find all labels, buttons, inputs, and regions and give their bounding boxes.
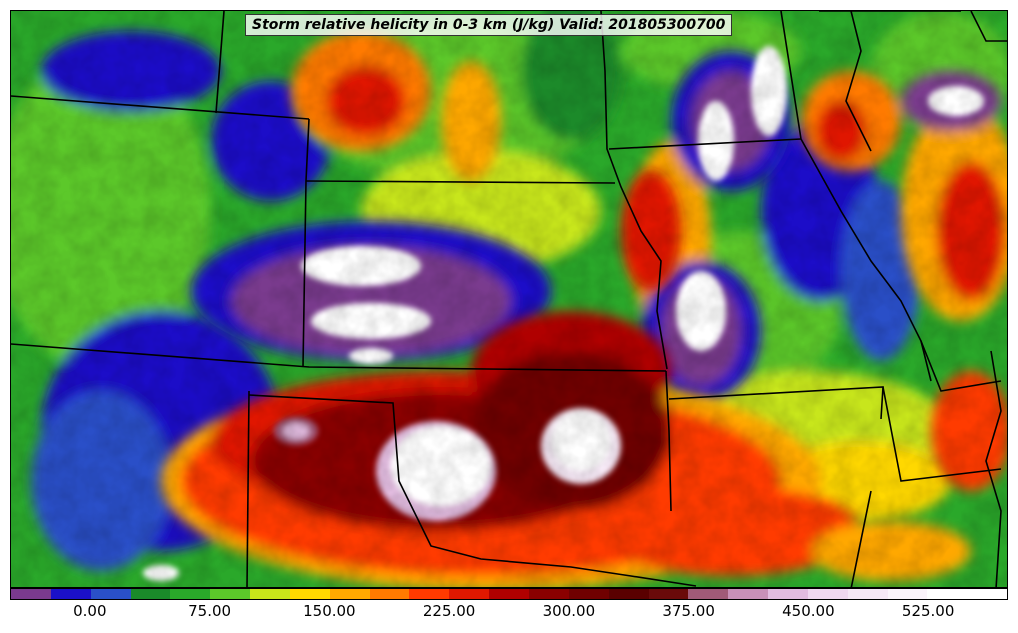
- colorbar-segment: [688, 589, 729, 599]
- colorbar-labels: 0.00 75.00 150.00 225.00 300.00 375.00 450.00 5…: [10, 602, 1008, 626]
- colorbar-segment: [369, 589, 410, 599]
- colorbar-segment: [11, 589, 51, 599]
- colorbar-tick-label: 225.00: [422, 602, 476, 620]
- colorbar-segment: [768, 589, 808, 599]
- colorbar-segment: [250, 589, 290, 599]
- colorbar-segment: [329, 589, 370, 599]
- colorbar-tick-label: 375.00: [662, 602, 715, 620]
- colorbar-tick-label: 150.00: [303, 602, 356, 620]
- colorbar-segment: [887, 589, 928, 599]
- state-boundaries: [11, 11, 1007, 587]
- colorbar-tick-label: 450.00: [782, 602, 835, 620]
- colorbar: [10, 588, 1008, 600]
- colorbar-segment: [608, 589, 649, 599]
- colorbar-segment: [170, 589, 211, 599]
- colorbar-segment: [967, 589, 1008, 599]
- colorbar-segment: [489, 589, 529, 599]
- colorbar-segment: [449, 589, 490, 599]
- map-panel: [10, 10, 1008, 588]
- field-texture: [11, 11, 1007, 587]
- colorbar-tick-label: 300.00: [542, 602, 596, 620]
- colorbar-segment: [568, 589, 609, 599]
- colorbar-tick-label: 75.00: [188, 602, 232, 620]
- colorbar-segment: [728, 589, 769, 599]
- colorbar-segment: [847, 589, 888, 599]
- colorbar-segment: [210, 589, 251, 599]
- colorbar-segment: [409, 589, 450, 599]
- colorbar-tick-label: 525.00: [901, 602, 955, 620]
- colorbar-segment: [648, 589, 689, 599]
- colorbar-segment: [130, 589, 171, 599]
- colorbar-segment: [50, 589, 91, 599]
- colorbar-segment: [289, 589, 330, 599]
- map-title: Storm relative helicity in 0-3 km (J/kg)…: [245, 14, 733, 36]
- colorbar-tick-label: 0.00: [73, 602, 107, 620]
- helicity-map: [11, 11, 1007, 587]
- colorbar-segment: [927, 589, 968, 599]
- colorbar-segment: [90, 589, 131, 599]
- colorbar-segment: [528, 589, 569, 599]
- colorbar-segment: [807, 589, 848, 599]
